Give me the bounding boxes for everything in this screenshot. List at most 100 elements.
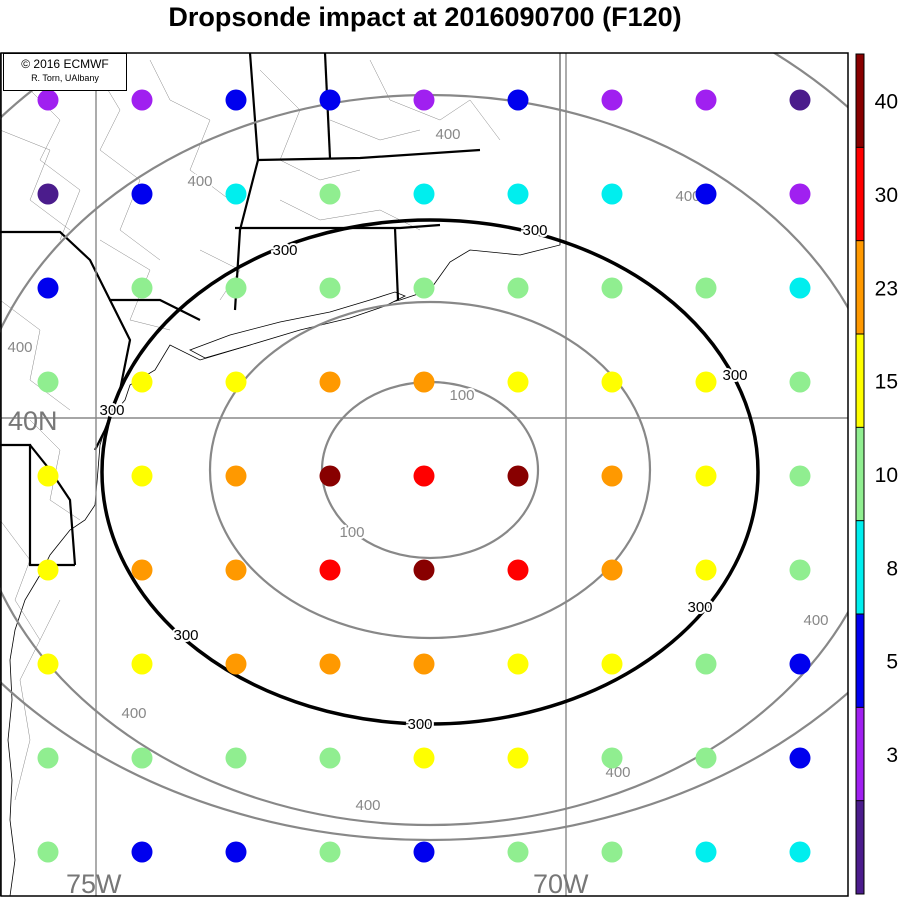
dropsonde-dot (37, 371, 59, 393)
dropsonde-dot (413, 841, 435, 863)
dropsonde-dot (507, 841, 529, 863)
contour-label-400: 400 (675, 188, 700, 205)
lon-label-70w: 70W (533, 869, 589, 899)
dropsonde-dot (695, 183, 717, 205)
contour-label-400: 400 (121, 705, 146, 722)
dropsonde-dot (695, 371, 717, 393)
contour-300 (100, 218, 760, 726)
dropsonde-dot (319, 371, 341, 393)
dropsonde-dot (413, 89, 435, 111)
dropsonde-dot (225, 559, 247, 581)
dropsonde-dot (507, 89, 529, 111)
long-island (189, 291, 406, 359)
dropsonde-dot (507, 747, 529, 769)
dropsonde-dot (789, 183, 811, 205)
contour-400-outer (0, 53, 848, 841)
dropsonde-dot (37, 465, 59, 487)
colorbar-tick-label: 8 (886, 557, 898, 580)
dropsonde-dot (225, 371, 247, 393)
dropsonde-dot (37, 653, 59, 675)
dropsonde-dot (131, 371, 153, 393)
dropsonde-dot (789, 277, 811, 299)
contour-label-400: 400 (803, 612, 828, 629)
colorbar-tick-label: 30 (875, 184, 898, 207)
dropsonde-dot (131, 653, 153, 675)
map-frame (0, 52, 849, 897)
dropsonde-dot (789, 559, 811, 581)
dropsonde-dot (37, 277, 59, 299)
lon-label-75w: 75W (66, 869, 122, 899)
dropsonde-dot (601, 559, 623, 581)
dropsonde-dot (225, 653, 247, 675)
dropsonde-dot (601, 653, 623, 675)
contour-200 (208, 300, 652, 640)
credit-box: © 2016 ECMWF R. Torn, UAlbany (3, 53, 127, 91)
dropsonde-dot (413, 747, 435, 769)
credit-copyright: © 2016 ECMWF (21, 57, 109, 71)
contour-label-400: 400 (187, 173, 212, 190)
dropsonde-dot (507, 183, 529, 205)
contour-label-300: 300 (407, 716, 432, 733)
dropsonde-dot (319, 89, 341, 111)
dropsonde-dot (695, 89, 717, 111)
colorbar-tick-label: 40 (875, 91, 898, 114)
dropsonde-dot (789, 371, 811, 393)
dropsonde-dot (225, 841, 247, 863)
dropsonde-dot (413, 465, 435, 487)
dropsonde-dot (789, 465, 811, 487)
contour-label-300: 300 (272, 242, 297, 259)
dropsonde-dot (131, 559, 153, 581)
dropsonde-dot (695, 653, 717, 675)
dropsonde-dot (695, 465, 717, 487)
dropsonde-dot (37, 89, 59, 111)
dropsonde-dot (319, 841, 341, 863)
dropsonde-dot (601, 277, 623, 299)
dropsonde-dot (225, 465, 247, 487)
dropsonde-dot (225, 277, 247, 299)
colorbar-segment (856, 427, 864, 521)
credit-author: R. Torn, UAlbany (31, 73, 99, 83)
dropsonde-dot (319, 465, 341, 487)
dropsonde-dot (789, 89, 811, 111)
dropsonde-dot (225, 183, 247, 205)
dropsonde-dot (413, 183, 435, 205)
dropsonde-dot (319, 747, 341, 769)
dropsonde-dot (37, 559, 59, 581)
dropsonde-dot (601, 183, 623, 205)
colorbar-segment (856, 240, 864, 334)
dropsonde-dot (413, 277, 435, 299)
contour-label-300: 300 (173, 627, 198, 644)
dropsonde-dot (601, 841, 623, 863)
dropsonde-dot (319, 559, 341, 581)
dropsonde-dot (413, 559, 435, 581)
colorbar-segment (856, 147, 864, 241)
contour-label-400: 400 (7, 339, 32, 356)
dropsonde-dot (601, 89, 623, 111)
contour-label-100: 100 (339, 524, 364, 541)
dropsonde-dot (789, 653, 811, 675)
dropsonde-dot (37, 841, 59, 863)
dropsonde-dot (789, 747, 811, 769)
dropsonde-dot (601, 747, 623, 769)
contour-label-400: 400 (435, 126, 460, 143)
dropsonde-dot (695, 559, 717, 581)
contour-label-300: 300 (99, 402, 124, 419)
dropsonde-dot (131, 465, 153, 487)
dropsonde-dot (601, 371, 623, 393)
contour-label-300: 300 (722, 367, 747, 384)
colorbar-tick-label: 5 (886, 651, 898, 674)
contour-label-300: 300 (522, 222, 547, 239)
dropsonde-dot (131, 841, 153, 863)
dropsonde-dot (131, 89, 153, 111)
dropsonde-dots (37, 89, 811, 863)
dropsonde-dot (319, 653, 341, 675)
colorbar-tick-label: 15 (875, 371, 898, 394)
dropsonde-dot (37, 183, 59, 205)
dropsonde-dot (695, 747, 717, 769)
page-title: Dropsonde impact at 2016090700 (F120) (168, 2, 682, 32)
contour-label-300: 300 (687, 599, 712, 616)
dropsonde-dot (695, 841, 717, 863)
dropsonde-dot (37, 747, 59, 769)
dropsonde-dot (131, 277, 153, 299)
